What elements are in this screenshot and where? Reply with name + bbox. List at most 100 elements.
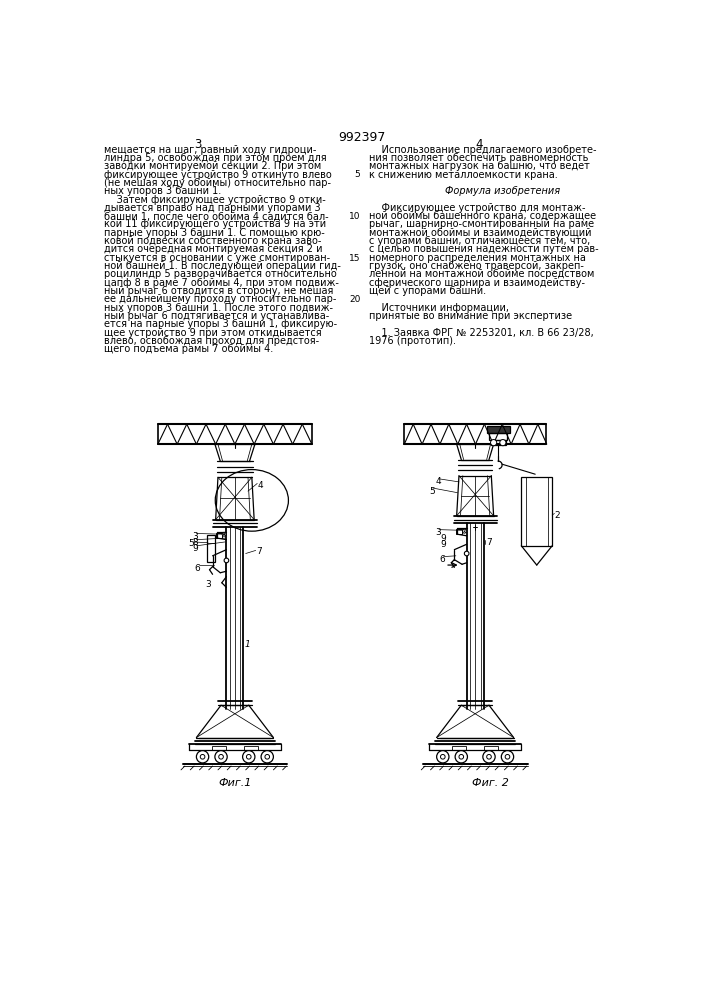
Circle shape <box>223 533 225 535</box>
Text: рычаг, шарнирно-смонтированный на раме: рычаг, шарнирно-смонтированный на раме <box>369 219 594 229</box>
Text: с целью повышения надежности путем рав-: с целью повышения надежности путем рав- <box>369 244 599 254</box>
Text: грузок, оно снабжено траверсой, закреп-: грузок, оно снабжено траверсой, закреп- <box>369 261 584 271</box>
Text: 5: 5 <box>355 170 361 179</box>
Circle shape <box>247 754 251 759</box>
Circle shape <box>265 754 269 759</box>
Text: щего подъема рамы 7 обоймы 4.: щего подъема рамы 7 обоймы 4. <box>104 344 273 354</box>
Bar <box>491 440 506 445</box>
Text: Использование предлагаемого изобрете-: Использование предлагаемого изобрете- <box>369 145 597 155</box>
Bar <box>521 477 552 546</box>
Circle shape <box>462 529 467 533</box>
Text: (не мешая ходу обоймы) относительно пар-: (не мешая ходу обоймы) относительно пар- <box>104 178 331 188</box>
Circle shape <box>501 751 514 763</box>
Text: 6: 6 <box>195 564 201 573</box>
Circle shape <box>464 551 469 556</box>
Text: ной башней 1. В последующей операции гид-: ной башней 1. В последующей операции гид… <box>104 261 341 271</box>
Text: щее устройство 9 при этом откидывается: щее устройство 9 при этом откидывается <box>104 328 322 338</box>
Circle shape <box>464 530 465 532</box>
Bar <box>489 433 508 440</box>
Circle shape <box>437 751 449 763</box>
Text: 9: 9 <box>192 544 198 553</box>
Bar <box>452 746 466 750</box>
Text: башни 1, после чего обойма 4 садится бал-: башни 1, после чего обойма 4 садится бал… <box>104 211 329 221</box>
Text: 3: 3 <box>194 138 201 151</box>
Text: 7: 7 <box>486 538 491 547</box>
Bar <box>212 746 226 750</box>
Text: ковой подвески собственного крана заво-: ковой подвески собственного крана заво- <box>104 236 322 246</box>
Bar <box>456 529 462 534</box>
Text: влево, освобождая проход для предстоя-: влево, освобождая проход для предстоя- <box>104 336 319 346</box>
Circle shape <box>506 754 510 759</box>
Text: кой 11 фиксирующего устройства 9 на эти: кой 11 фиксирующего устройства 9 на эти <box>104 219 326 229</box>
Text: 2: 2 <box>554 511 560 520</box>
Text: Фиг. 2: Фиг. 2 <box>472 778 509 788</box>
Circle shape <box>215 751 227 763</box>
Circle shape <box>483 751 495 763</box>
Bar <box>486 426 510 433</box>
Text: ленной на монтажной обойме посредством: ленной на монтажной обойме посредством <box>369 269 595 279</box>
Text: Затем фиксирующее устройство 9 отки-: Затем фиксирующее устройство 9 отки- <box>104 195 326 205</box>
Circle shape <box>486 754 491 759</box>
Text: 5: 5 <box>429 487 435 496</box>
Text: 8: 8 <box>192 538 198 547</box>
Circle shape <box>459 754 464 759</box>
Text: цапф 8 в раме 7 обоймы 4, при этом подвиж-: цапф 8 в раме 7 обоймы 4, при этом подви… <box>104 278 339 288</box>
Text: ных упоров 3 башни 1.: ных упоров 3 башни 1. <box>104 186 221 196</box>
Text: роцилиндр 5 разворачивается относительно: роцилиндр 5 разворачивается относительно <box>104 269 337 279</box>
Circle shape <box>261 751 274 763</box>
Text: ный рычаг 6 отводится в сторону, не мешая: ный рычаг 6 отводится в сторону, не меша… <box>104 286 334 296</box>
Text: Фиксирующее устройство для монтаж-: Фиксирующее устройство для монтаж- <box>369 203 585 213</box>
Text: монтажных нагрузок на башню, что ведет: монтажных нагрузок на башню, что ведет <box>369 161 590 171</box>
Text: сферического шарнира и взаимодейству-: сферического шарнира и взаимодейству- <box>369 278 585 288</box>
Text: Фиг.1: Фиг.1 <box>218 778 252 788</box>
Circle shape <box>500 440 506 446</box>
Text: 6: 6 <box>440 555 445 564</box>
Bar <box>207 535 215 562</box>
Circle shape <box>222 532 226 536</box>
Text: 10: 10 <box>349 212 361 221</box>
Text: 9: 9 <box>440 540 446 549</box>
Text: 4: 4 <box>258 481 264 490</box>
Text: ется на парные упоры 3 башни 1, фиксирую-: ется на парные упоры 3 башни 1, фиксирую… <box>104 319 337 329</box>
Circle shape <box>197 751 209 763</box>
Text: щей с упорами башни.: щей с упорами башни. <box>369 286 486 296</box>
Text: заводки монтируемой секции 2. При этом: заводки монтируемой секции 2. При этом <box>104 161 321 171</box>
Text: 1: 1 <box>244 640 250 649</box>
Bar <box>244 746 258 750</box>
Text: 5: 5 <box>189 539 194 548</box>
Circle shape <box>455 751 467 763</box>
Text: парные упоры 3 башни 1. С помощью крю-: парные упоры 3 башни 1. С помощью крю- <box>104 228 325 238</box>
Text: с упорами башни, отличающееся тем, что,: с упорами башни, отличающееся тем, что, <box>369 236 590 246</box>
Circle shape <box>224 558 229 563</box>
Text: 3: 3 <box>435 528 441 537</box>
Text: 9: 9 <box>440 534 446 543</box>
Text: Формула изобретения: Формула изобретения <box>445 186 560 196</box>
Text: Источники информации,: Источники информации, <box>369 303 509 313</box>
Text: 1. Заявка ФРГ № 2253201, кл. В 66 23/28,: 1. Заявка ФРГ № 2253201, кл. В 66 23/28, <box>369 328 594 338</box>
Circle shape <box>243 751 255 763</box>
Bar <box>484 746 498 750</box>
Text: монтажной обоймы и взаимодействующий: монтажной обоймы и взаимодействующий <box>369 228 591 238</box>
Text: ее дальнейшему проходу относительно пар-: ее дальнейшему проходу относительно пар- <box>104 294 337 304</box>
Text: линдра 5, освобождая при этом проем для: линдра 5, освобождая при этом проем для <box>104 153 327 163</box>
Text: 992397: 992397 <box>338 131 385 144</box>
Text: 4: 4 <box>435 477 440 486</box>
Text: ных упоров 3 башни 1. После этого подвиж-: ных упоров 3 башни 1. После этого подвиж… <box>104 303 333 313</box>
Text: 4: 4 <box>475 138 483 151</box>
Text: дится очередная монтируемая секция 2 и: дится очередная монтируемая секция 2 и <box>104 244 322 254</box>
Bar <box>216 533 222 538</box>
Text: ный рычаг 6 подтягивается и устанавлива-: ный рычаг 6 подтягивается и устанавлива- <box>104 311 329 321</box>
Text: стыкуется в основании с уже смонтирован-: стыкуется в основании с уже смонтирован- <box>104 253 330 263</box>
Text: ния позволяет обеспечить равномерность: ния позволяет обеспечить равномерность <box>369 153 588 163</box>
Text: 7: 7 <box>257 547 262 556</box>
Text: 15: 15 <box>349 254 361 263</box>
Text: принятые во внимание при экспертизе: принятые во внимание при экспертизе <box>369 311 572 321</box>
Text: 3: 3 <box>192 532 198 541</box>
Text: к снижению металлоемкости крана.: к снижению металлоемкости крана. <box>369 170 558 180</box>
Circle shape <box>491 440 497 446</box>
Text: ной обоймы башенного крана, содержащее: ной обоймы башенного крана, содержащее <box>369 211 596 221</box>
Circle shape <box>440 754 445 759</box>
Text: номерного распределения монтажных на: номерного распределения монтажных на <box>369 253 586 263</box>
Text: фиксирующее устройство 9 откинуто влево: фиксирующее устройство 9 откинуто влево <box>104 170 332 180</box>
Circle shape <box>218 754 223 759</box>
